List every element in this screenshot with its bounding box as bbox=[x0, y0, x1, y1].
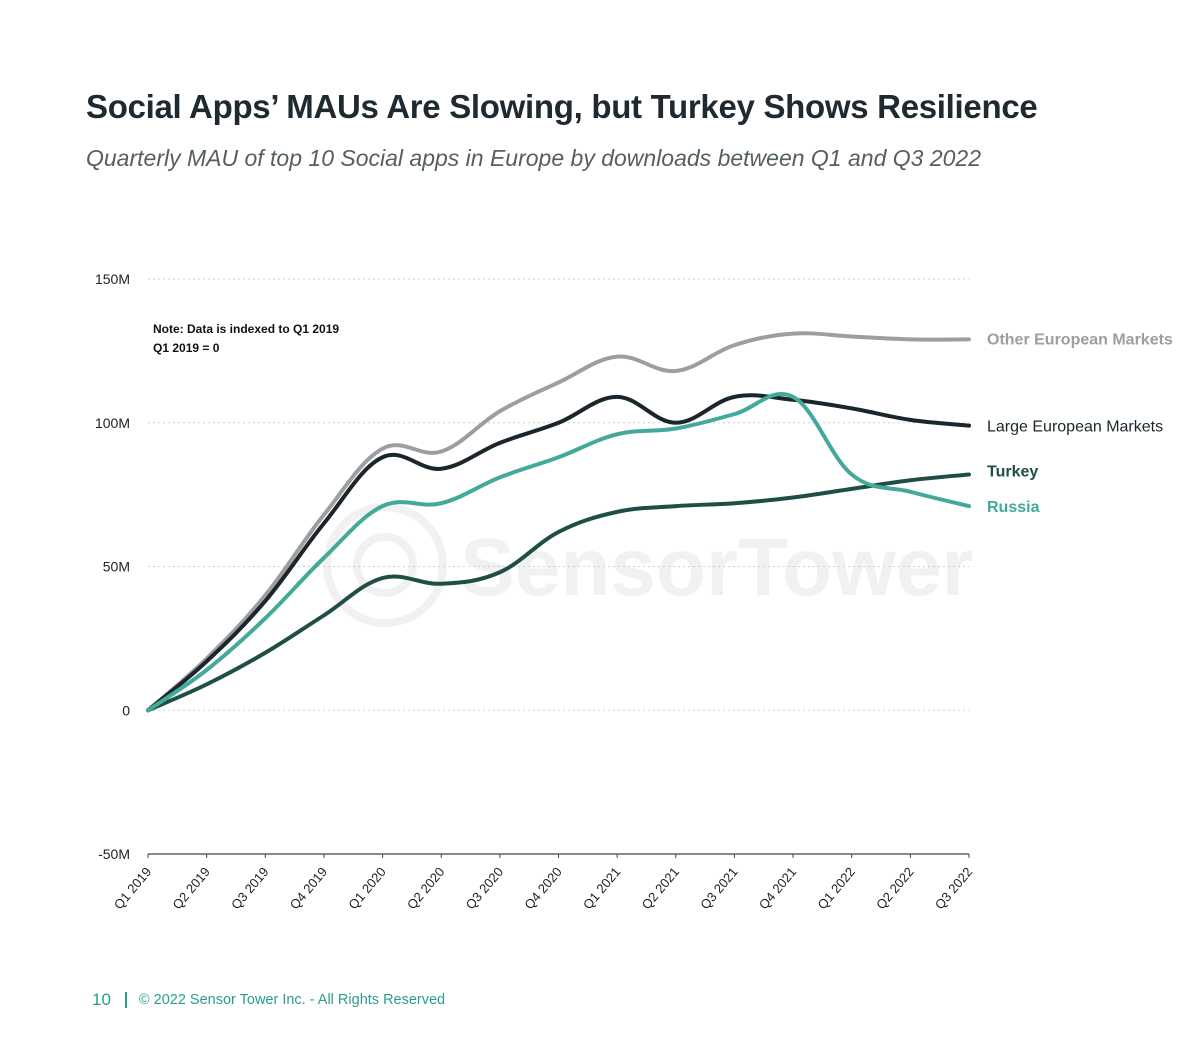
series-label-other-european-markets: Other European Markets bbox=[987, 331, 1173, 348]
x-tick-label: Q1 2021 bbox=[580, 864, 624, 912]
x-tick-label: Q2 2021 bbox=[639, 864, 683, 912]
x-tick-label: Q2 2022 bbox=[873, 864, 917, 912]
x-tick-label: Q3 2021 bbox=[697, 864, 741, 912]
x-tick-label: Q2 2019 bbox=[169, 864, 213, 912]
series-label-large-european-markets: Large European Markets bbox=[987, 419, 1163, 436]
chart-title: Social Apps’ MAUs Are Slowing, but Turke… bbox=[86, 88, 1038, 125]
x-tick-label: Q3 2022 bbox=[932, 864, 976, 912]
series-labels: Other European Markets Large European Mar… bbox=[987, 331, 1173, 516]
series-group bbox=[146, 331, 971, 713]
y-tick-label: 100M bbox=[95, 415, 130, 431]
x-tick-label: Q1 2020 bbox=[345, 864, 389, 912]
y-tick-label: 0 bbox=[122, 702, 130, 718]
watermark-logo-icon bbox=[323, 503, 447, 627]
x-tick-label: Q4 2019 bbox=[287, 864, 331, 912]
y-tick-label: 150M bbox=[95, 271, 130, 287]
series-label-russia: Russia bbox=[987, 499, 1040, 516]
series-line-other-european-markets bbox=[146, 331, 971, 713]
chart-subtitle: Quarterly MAU of top 10 Social apps in E… bbox=[86, 145, 981, 171]
x-tick-label: Q3 2019 bbox=[228, 864, 272, 912]
series-line-large-european-markets bbox=[146, 393, 971, 713]
x-tick-label: Q4 2021 bbox=[756, 864, 800, 912]
series-label-turkey: Turkey bbox=[987, 464, 1038, 481]
footer: 10 © 2022 Sensor Tower Inc. - All Rights… bbox=[92, 990, 445, 1010]
chart-note: Note: Data is indexed to Q1 2019 Q1 2019 … bbox=[153, 322, 339, 355]
x-tick-label: Q2 2020 bbox=[404, 864, 448, 912]
footer-divider bbox=[124, 992, 127, 1008]
y-tick-label: -50M bbox=[98, 846, 130, 862]
page-number: 10 bbox=[92, 990, 111, 1009]
watermark-text: SensorTower bbox=[460, 522, 973, 613]
grid bbox=[148, 278, 969, 711]
x-tick-label: Q3 2020 bbox=[463, 864, 507, 912]
x-tick-label: Q1 2019 bbox=[111, 864, 155, 912]
x-tick-label: Q4 2020 bbox=[521, 864, 565, 912]
y-tick-label: 50M bbox=[103, 559, 130, 575]
series-line-russia bbox=[146, 392, 971, 713]
watermark: SensorTower bbox=[323, 503, 973, 627]
series-line-turkey bbox=[146, 472, 971, 713]
note-line: Note: Data is indexed to Q1 2019 bbox=[153, 322, 339, 336]
x-tick-label: Q1 2022 bbox=[814, 864, 858, 912]
copyright-text: © 2022 Sensor Tower Inc. - All Rights Re… bbox=[138, 992, 446, 1008]
note-line: Q1 2019 = 0 bbox=[153, 341, 220, 355]
